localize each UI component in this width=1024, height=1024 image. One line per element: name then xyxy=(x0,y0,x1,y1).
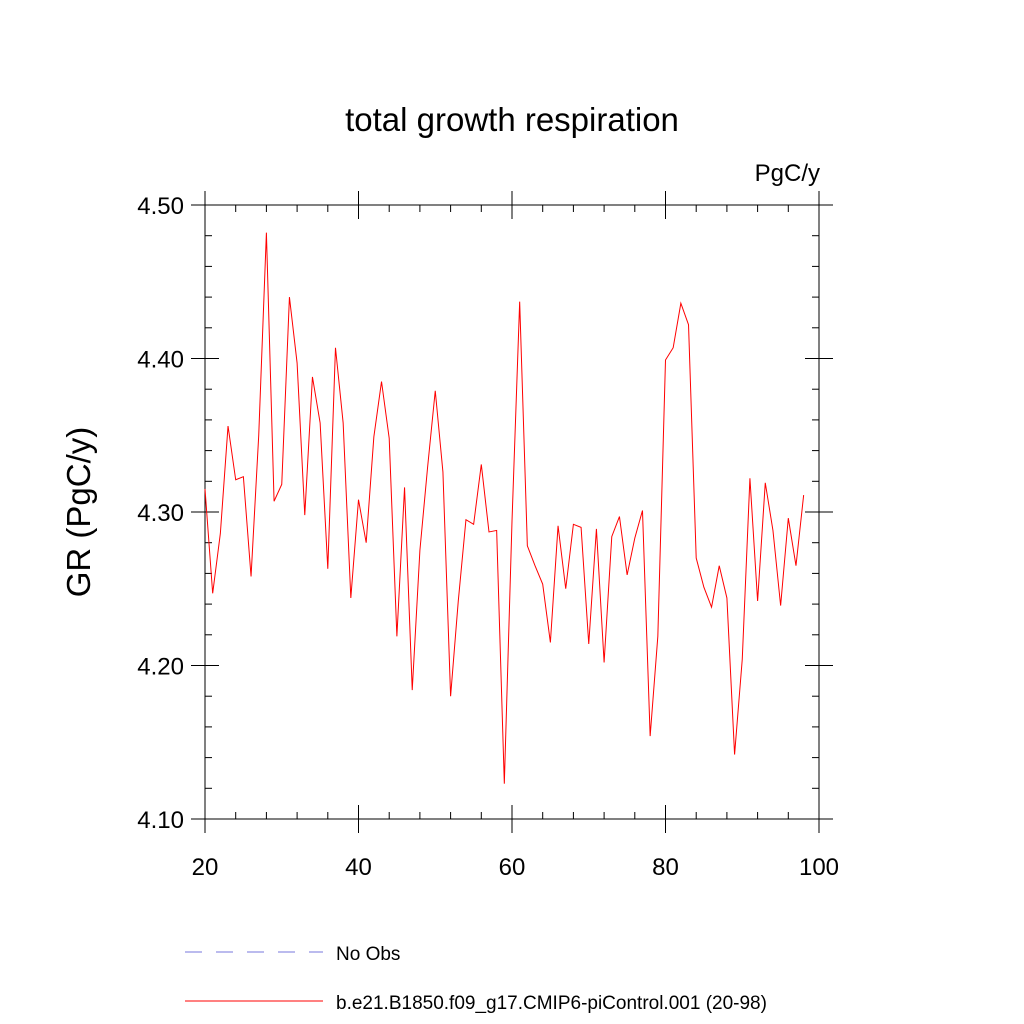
y-tick-label: 4.10 xyxy=(137,807,184,834)
chart-title: total growth respiration xyxy=(345,101,679,138)
legend-label-model-run: b.e21.B1850.f09_g17.CMIP6-piControl.001 … xyxy=(336,993,767,1014)
x-tick-label: 100 xyxy=(799,854,839,881)
y-tick-label: 4.30 xyxy=(137,500,184,527)
x-axis-ticks: 20 40 60 80 100 xyxy=(192,191,839,881)
legend: No Obs b.e21.B1850.f09_g17.CMIP6-piContr… xyxy=(185,944,767,1014)
series-layer xyxy=(204,232,805,784)
units-label: PgC/y xyxy=(755,160,820,187)
y-axis-ticks: 4.10 4.20 4.30 4.40 4.50 xyxy=(137,193,833,834)
legend-label-no-obs: No Obs xyxy=(336,944,400,965)
x-tick-label: 80 xyxy=(652,854,679,881)
series-line-1 xyxy=(204,232,805,784)
y-axis-label: GR (PgC/y) xyxy=(60,427,97,598)
x-tick-label: 40 xyxy=(345,854,372,881)
x-tick-label: 60 xyxy=(499,854,526,881)
y-tick-label: 4.20 xyxy=(137,654,184,681)
x-tick-label: 20 xyxy=(192,854,219,881)
y-tick-label: 4.50 xyxy=(137,193,184,220)
y-tick-label: 4.40 xyxy=(137,347,184,374)
